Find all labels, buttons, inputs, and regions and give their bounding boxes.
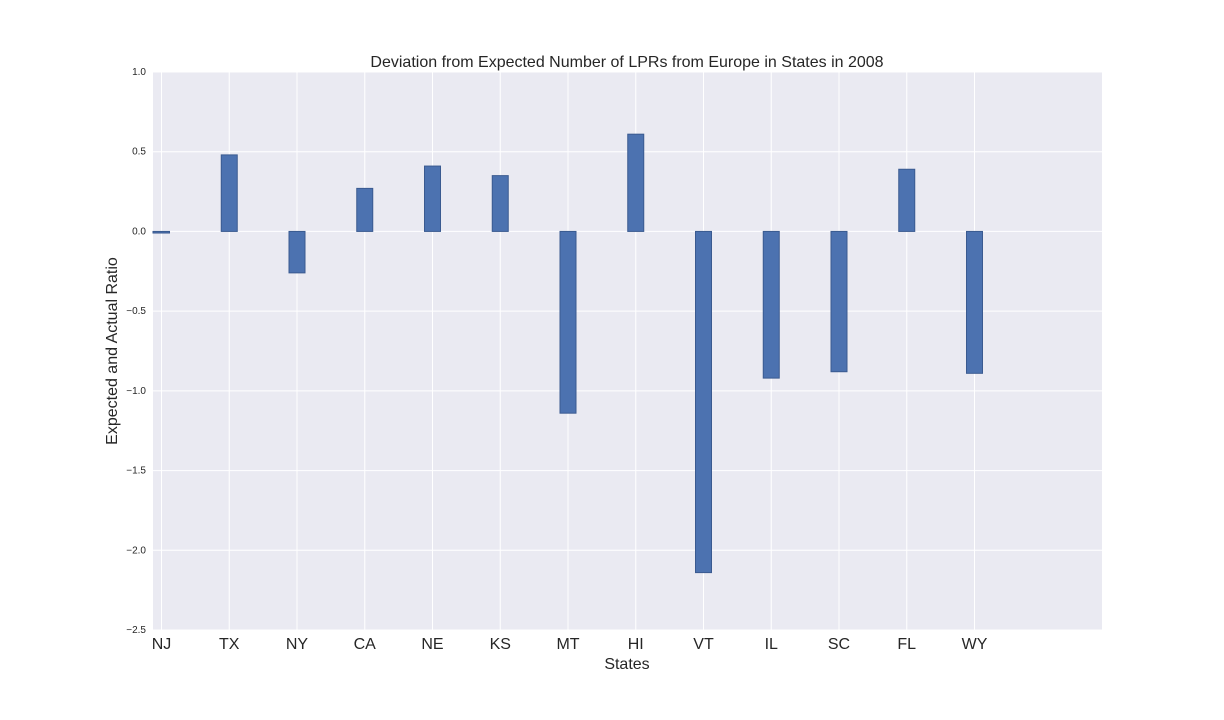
y-tick-label: −1.5: [126, 466, 146, 477]
bar-ca: [356, 187, 374, 232]
bar-ne: [424, 165, 441, 232]
y-tick-label: −2.0: [126, 545, 146, 556]
bar-vt: [695, 230, 712, 574]
bar-mt: [559, 230, 577, 414]
x-tick-label: VT: [693, 636, 714, 653]
bar-nj: [152, 230, 170, 234]
x-tick-label: IL: [765, 636, 778, 653]
bar-ks: [491, 175, 509, 232]
chart-title: Deviation from Expected Number of LPRs f…: [370, 54, 883, 71]
y-tick-label: −1.0: [126, 386, 146, 397]
bar-series: [152, 133, 983, 574]
bar-il: [762, 230, 780, 379]
x-tick-label: NE: [421, 636, 443, 653]
x-tick-label: NY: [286, 636, 309, 653]
x-tick-label: TX: [219, 636, 240, 653]
y-tick-label: 0.0: [132, 226, 146, 237]
bar-sc: [830, 230, 848, 373]
y-tick-label: 0.5: [132, 147, 146, 158]
y-tick-label: −2.5: [126, 625, 146, 636]
x-axis-label: States: [604, 656, 649, 673]
x-axis-ticks: NJ TX NY CA NE KS MT HI VT IL SC FL WY: [152, 636, 988, 653]
bar-ny: [288, 230, 306, 274]
x-tick-label: NJ: [152, 636, 172, 653]
bar-fl: [898, 168, 916, 232]
x-tick-label: CA: [354, 636, 377, 653]
bar-tx: [220, 154, 238, 232]
x-tick-label: KS: [490, 636, 511, 653]
bar-hi: [627, 133, 645, 232]
bar-wy: [966, 230, 983, 374]
x-tick-label: SC: [828, 636, 850, 653]
x-tick-label: MT: [556, 636, 579, 653]
x-tick-label: HI: [628, 636, 644, 653]
y-tick-label: 1.0: [132, 67, 146, 78]
y-axis-label: Expected and Actual Ratio: [104, 257, 121, 445]
x-tick-label: WY: [962, 636, 988, 653]
x-tick-label: FL: [897, 636, 916, 653]
y-axis-ticks: 1.0 0.5 0.0 −0.5 −1.0 −1.5 −2.0 −2.5: [126, 67, 146, 636]
y-tick-label: −0.5: [126, 306, 146, 317]
